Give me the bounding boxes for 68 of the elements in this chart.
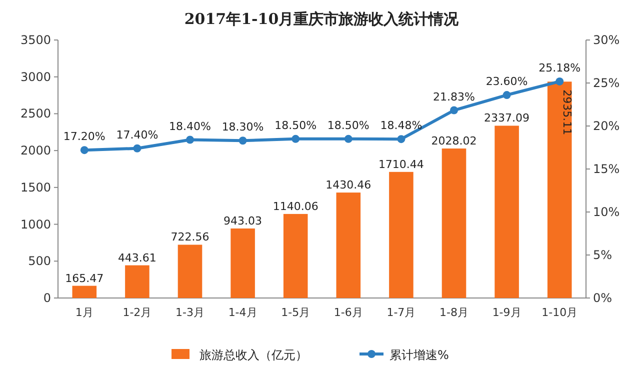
point bbox=[556, 77, 564, 86]
x-tick-label: 1-3月 bbox=[176, 306, 204, 319]
y-tick-label: 500 bbox=[28, 254, 51, 268]
y2-tick-label: 20% bbox=[593, 119, 620, 133]
data-label: 1430.46 bbox=[326, 178, 372, 192]
data-label: 18.40% bbox=[169, 120, 211, 133]
y2-tick-label: 5% bbox=[593, 248, 612, 262]
data-label: 25.18% bbox=[538, 61, 581, 74]
bar bbox=[389, 172, 414, 298]
y2-tick-label: 0% bbox=[593, 291, 612, 305]
bar bbox=[283, 214, 308, 298]
y2-tick-label: 10% bbox=[593, 205, 620, 219]
legend-label: 累计增速% bbox=[390, 348, 449, 362]
data-label: 21.83% bbox=[433, 90, 475, 104]
data-label: 2337.09 bbox=[484, 112, 530, 125]
point bbox=[80, 146, 88, 154]
point bbox=[397, 135, 406, 144]
point bbox=[344, 134, 352, 143]
point bbox=[502, 91, 511, 100]
bar bbox=[547, 82, 572, 298]
point bbox=[133, 144, 142, 152]
data-label: 722.56 bbox=[170, 230, 210, 244]
data-label: 23.60% bbox=[486, 75, 528, 88]
y-tick-label: 3500 bbox=[20, 33, 51, 47]
data-label: 443.61 bbox=[118, 251, 156, 264]
x-tick-label: 1-9月 bbox=[492, 306, 522, 319]
point bbox=[186, 136, 194, 144]
data-label: 18.48% bbox=[380, 119, 422, 132]
y-tick-label: 3000 bbox=[20, 70, 51, 84]
y-tick-label: 2000 bbox=[20, 144, 51, 158]
x-tick-label: 1月 bbox=[75, 306, 94, 319]
data-label: 18.50% bbox=[274, 118, 317, 132]
data-label: 165.47 bbox=[65, 272, 104, 285]
point bbox=[238, 136, 247, 145]
point bbox=[450, 106, 458, 114]
bar bbox=[178, 244, 202, 298]
data-label: 1710.44 bbox=[378, 158, 424, 171]
x-tick-label: 1-2月 bbox=[122, 306, 152, 319]
y-tick-label: 1500 bbox=[20, 180, 51, 194]
bar bbox=[72, 286, 97, 298]
data-label: 2935.11 bbox=[560, 90, 574, 136]
chart-title: 2017年1-10月重庆市旅游收入统计情况 bbox=[184, 10, 460, 28]
data-label: 1140.06 bbox=[272, 200, 318, 213]
bar bbox=[125, 265, 150, 298]
bar bbox=[442, 148, 466, 298]
data-label: 2028.02 bbox=[431, 134, 477, 148]
data-label: 17.20% bbox=[63, 130, 106, 144]
y-tick-label: 0 bbox=[43, 291, 51, 305]
point bbox=[292, 134, 300, 143]
data-label: 18.50% bbox=[327, 118, 370, 132]
data-label: 943.03 bbox=[224, 214, 262, 228]
x-tick-label: 1-8月 bbox=[440, 306, 468, 319]
legend-label: 旅游总收入（亿元） bbox=[200, 348, 308, 362]
x-tick-label: 1-4月 bbox=[228, 306, 258, 319]
x-tick-label: 1-10月 bbox=[542, 306, 578, 319]
x-tick-label: 1-7月 bbox=[386, 306, 416, 319]
y2-tick-label: 30% bbox=[593, 33, 620, 47]
data-label: 18.30% bbox=[222, 120, 264, 134]
bar bbox=[494, 126, 519, 298]
bar bbox=[230, 228, 255, 298]
x-tick-label: 1-6月 bbox=[334, 306, 363, 319]
y-tick-label: 1000 bbox=[20, 217, 51, 232]
y2-tick-label: 15% bbox=[593, 162, 620, 176]
x-tick-label: 1-5月 bbox=[281, 306, 310, 319]
y2-tick-label: 25% bbox=[593, 76, 620, 90]
y-tick-label: 2500 bbox=[20, 106, 51, 121]
data-label: 17.40% bbox=[116, 128, 158, 142]
bar bbox=[336, 192, 361, 298]
